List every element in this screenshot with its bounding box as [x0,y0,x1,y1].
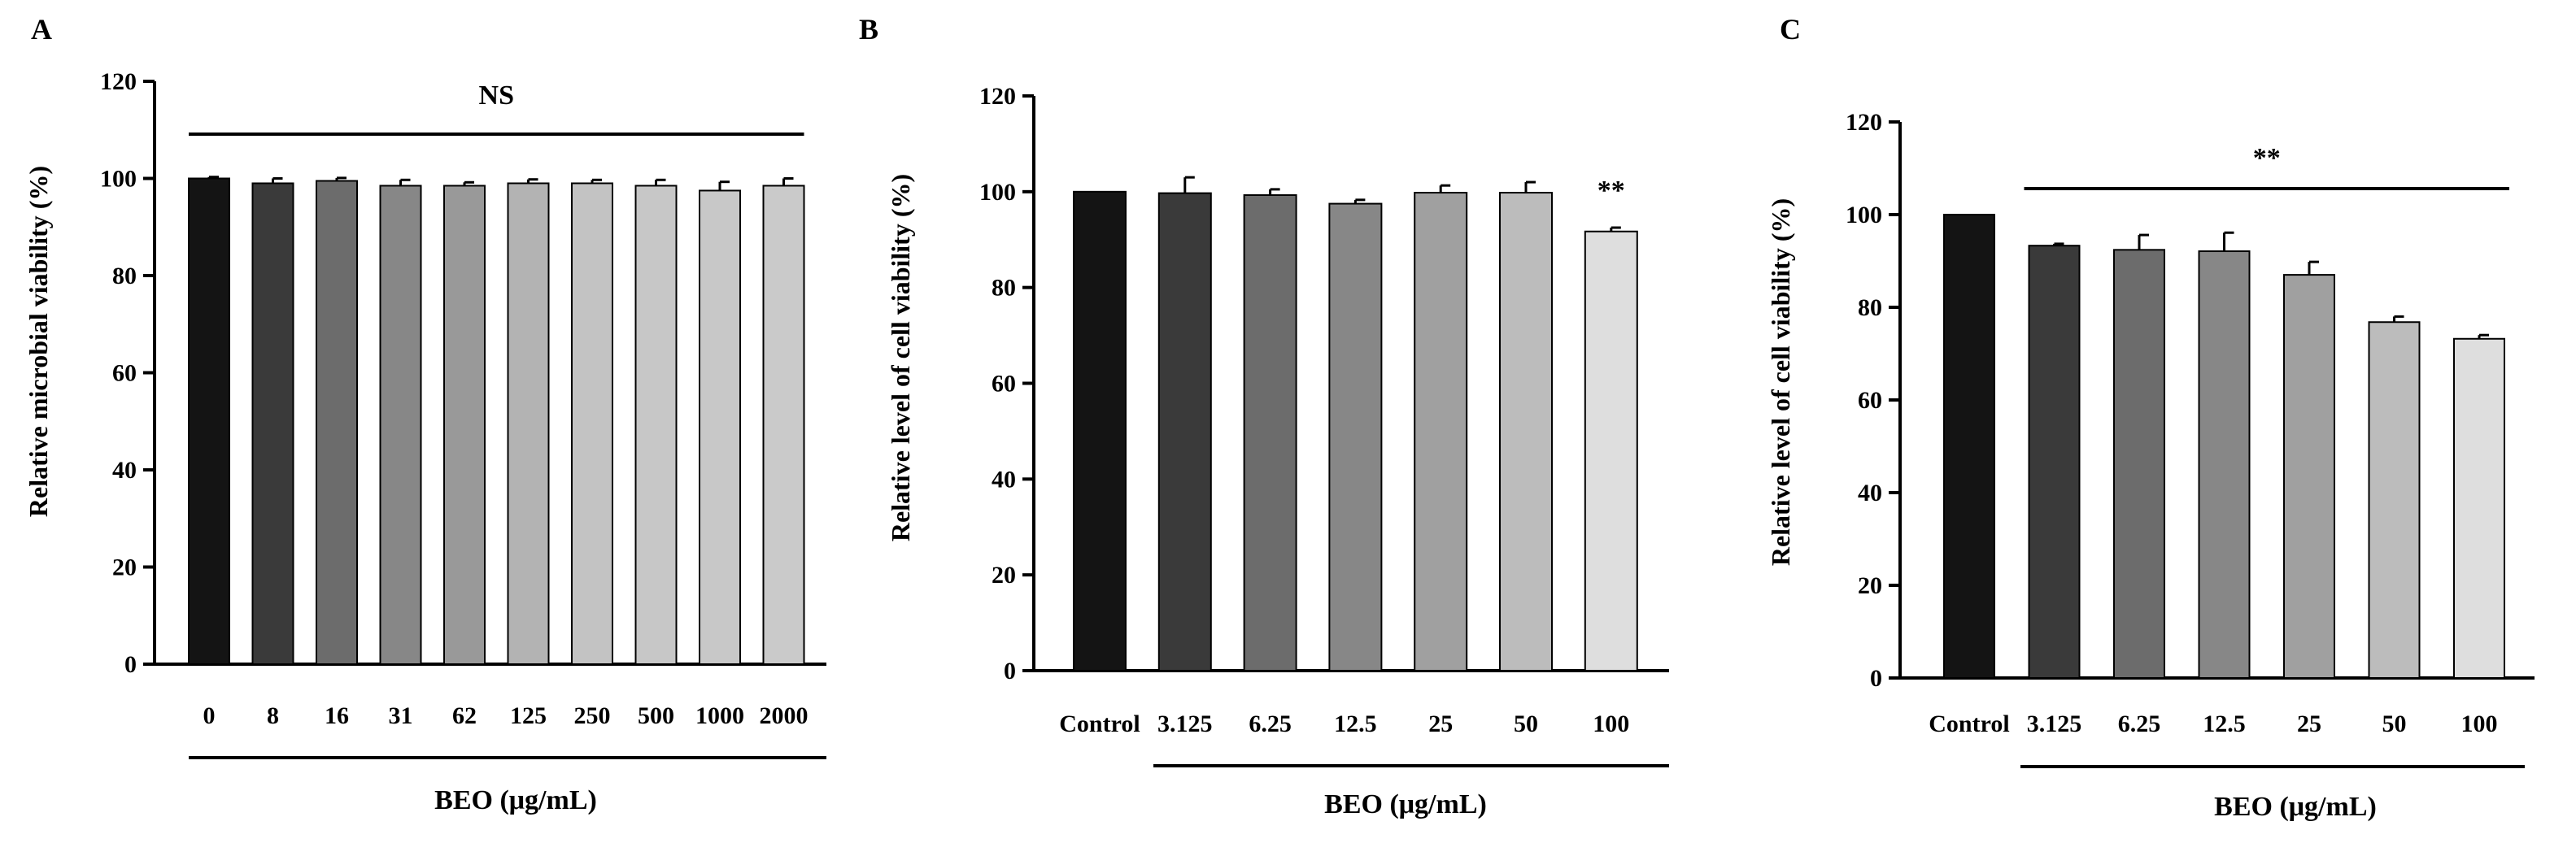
category-label: 250 [574,702,611,729]
bar [2113,249,2165,679]
bar [1943,214,1995,679]
bar [251,182,294,666]
bar [1328,202,1383,671]
category-label: 100 [1593,710,1629,737]
y-tick-label: 80 [1858,294,1882,321]
bar [1243,193,1297,671]
category-label: 8 [267,702,279,729]
category-label: 50 [2382,710,2407,737]
panel-letter: A [31,13,52,46]
y-tick-label: 40 [1858,480,1882,506]
bar [1499,192,1553,672]
panel-a: A Relative microbial viability (%) BEO (… [24,13,826,815]
y-axis-title: Relative level of cell viability (%) [886,174,915,541]
category-label: Control [1059,710,1140,737]
bar [507,182,550,666]
bar [443,185,486,665]
category-label: 125 [510,702,547,729]
category-label: 12.5 [1334,710,1377,737]
y-tick-label: 80 [992,275,1016,302]
y-tick-label: 60 [112,360,137,387]
category-label: 12.5 [2203,710,2246,737]
y-tick-label: 120 [100,68,137,95]
panel-b: B Relative level of cell viability (%) B… [859,13,1669,819]
y-tick-label: 40 [992,466,1016,493]
category-label: 25 [1428,710,1453,737]
bar [1414,192,1468,672]
category-label: 1000 [695,702,744,729]
y-tick-label: 40 [112,457,137,484]
significance-label: NS [479,80,514,111]
y-axis-title: Relative level of cell viability (%) [1766,198,1795,566]
panel-letter: C [1780,13,1801,46]
category-label: 6.25 [2118,710,2161,737]
x-axis-title: BEO (μg/mL) [1324,789,1487,819]
y-tick-label: 80 [112,263,137,289]
x-axis-title: BEO (μg/mL) [434,785,597,815]
category-label: 500 [638,702,674,729]
bar [699,189,741,665]
panel-c: C Relative level of cell viability (%) B… [1766,13,2535,822]
category-label: 6.25 [1249,710,1292,737]
bar [188,177,230,665]
y-tick-label: 0 [1004,658,1016,684]
y-tick-label: 100 [1846,202,1882,228]
y-tick-label: 20 [1858,572,1882,599]
bar [571,182,613,666]
y-tick-label: 120 [1846,109,1882,136]
panel-letter: B [859,13,878,46]
significance-label: ** [2253,143,2281,173]
y-tick-label: 60 [992,371,1016,398]
category-label: 16 [325,702,349,729]
bar [2368,321,2421,679]
y-tick-label: 20 [112,554,137,581]
bar [1073,190,1127,672]
y-tick-label: 120 [979,83,1016,110]
category-label: 50 [1514,710,1538,737]
category-label: Control [1929,710,2009,737]
bar [379,185,422,665]
y-tick-label: 20 [992,562,1016,589]
category-label: 3.125 [1157,710,1213,737]
y-tick-label: 0 [124,651,137,678]
bar [2453,337,2505,679]
significance-label: ** [1597,176,1625,206]
y-tick-label: 100 [100,166,137,193]
category-label: 2000 [760,702,809,729]
bar [1157,192,1212,671]
x-axis-title: BEO (μg/mL) [2214,792,2377,822]
y-tick-label: 100 [979,179,1016,206]
bar [762,185,805,665]
bar [316,180,358,666]
category-label: 0 [203,702,216,729]
category-label: 25 [2297,710,2321,737]
bar [2283,274,2335,679]
bar [1584,230,1638,671]
category-label: 31 [389,702,413,729]
category-label: 62 [452,702,477,729]
bar [2198,250,2251,679]
category-label: 3.125 [2027,710,2082,737]
y-tick-label: 60 [1858,387,1882,414]
bar [2028,245,2081,679]
bar [634,185,678,665]
y-axis-title: Relative microbial viability (%) [24,166,53,517]
y-tick-label: 0 [1870,665,1882,692]
category-label: 100 [2461,710,2498,737]
